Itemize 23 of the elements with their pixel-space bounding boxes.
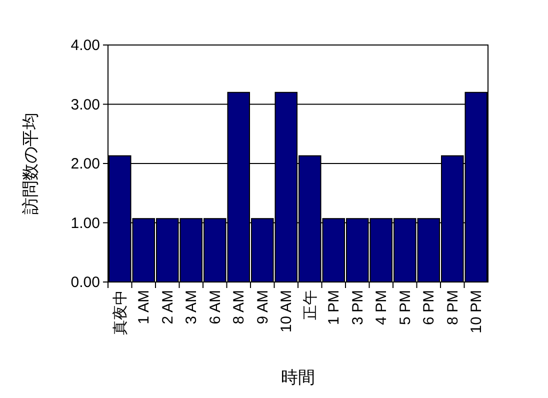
x-axis-title: 時間 <box>281 368 315 387</box>
y-tick-label: 1.00 <box>70 214 100 232</box>
x-tick-label: 4 PM <box>373 290 390 326</box>
x-tick-label: 8 PM <box>444 290 462 326</box>
x-tick-label: 3 PM <box>349 290 366 326</box>
x-tick-label: 6 AM <box>206 290 224 324</box>
x-tick-label: 正午 <box>302 290 319 320</box>
y-tick-label: 3.00 <box>70 96 100 114</box>
x-tick-label: 2 AM <box>159 290 176 324</box>
x-tick-label: 8 AM <box>230 290 248 324</box>
y-tick-label: 4.00 <box>70 37 100 54</box>
x-tick-label: 1 AM <box>136 290 153 324</box>
x-tick-label: 真夜中 <box>112 290 129 335</box>
y-tick-label: 2.00 <box>70 156 100 172</box>
y-tick-label: 0.00 <box>70 274 100 291</box>
x-tick-label: 10 AM <box>278 290 296 333</box>
x-tick-label: 3 AM <box>183 290 200 324</box>
x-tick-label: 5 PM <box>396 290 414 326</box>
x-tick-label: 6 PM <box>420 290 438 326</box>
y-axis-title: 訪問数の平均 <box>21 112 40 214</box>
x-tick-label: 9 AM <box>254 290 272 324</box>
x-tick-label: 1 PM <box>326 290 343 326</box>
x-tick-label: 10 PM <box>468 290 486 334</box>
